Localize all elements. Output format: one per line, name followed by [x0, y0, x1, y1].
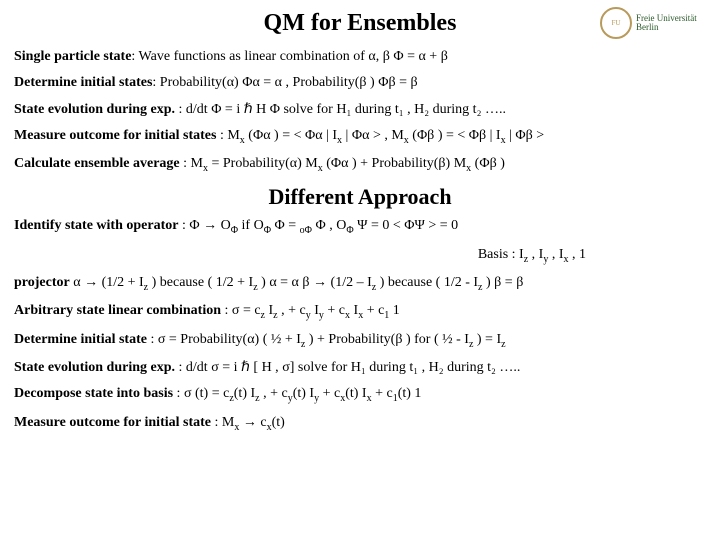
- arrow-icon: →: [313, 273, 327, 293]
- logo-city: Berlin: [636, 22, 659, 32]
- arrow-icon: →: [84, 273, 98, 293]
- s2-basis: Basis : Iz , Iy , Ix , 1: [14, 245, 706, 267]
- s1-row1: Single particle state: Wave functions as…: [14, 47, 706, 67]
- s2-row2: projector α → (1/2 + Iz ) because ( 1/2 …: [14, 273, 706, 295]
- university-logo: FU Freie Universität Berlin: [600, 6, 710, 40]
- s2-row7: Measure outcome for initial state : Mx →…: [14, 413, 706, 435]
- s2-row4: Determine initial state : σ = Probabilit…: [14, 330, 706, 352]
- s1-row2: Determine initial states: Probability(α)…: [14, 73, 706, 93]
- s1-row3: State evolution during exp. : d/dt Φ = i…: [14, 100, 706, 120]
- s2-row3: Arbitrary state linear combination : σ =…: [14, 301, 706, 323]
- s2-row6: Decompose state into basis : σ (t) = cz(…: [14, 384, 706, 406]
- arrow-icon: →: [203, 216, 217, 236]
- arrow-icon: →: [243, 413, 257, 433]
- s2-row5: State evolution during exp. : d/dt σ = i…: [14, 358, 706, 378]
- s2-row1: Identify state with operator : Φ → OΦ if…: [14, 216, 706, 238]
- s1-row4: Measure outcome for initial states : Mx …: [14, 126, 706, 148]
- s1-row5: Calculate ensemble average : Mx = Probab…: [14, 154, 706, 176]
- secondary-title: Different Approach: [14, 184, 706, 210]
- seal-icon: FU: [600, 7, 632, 39]
